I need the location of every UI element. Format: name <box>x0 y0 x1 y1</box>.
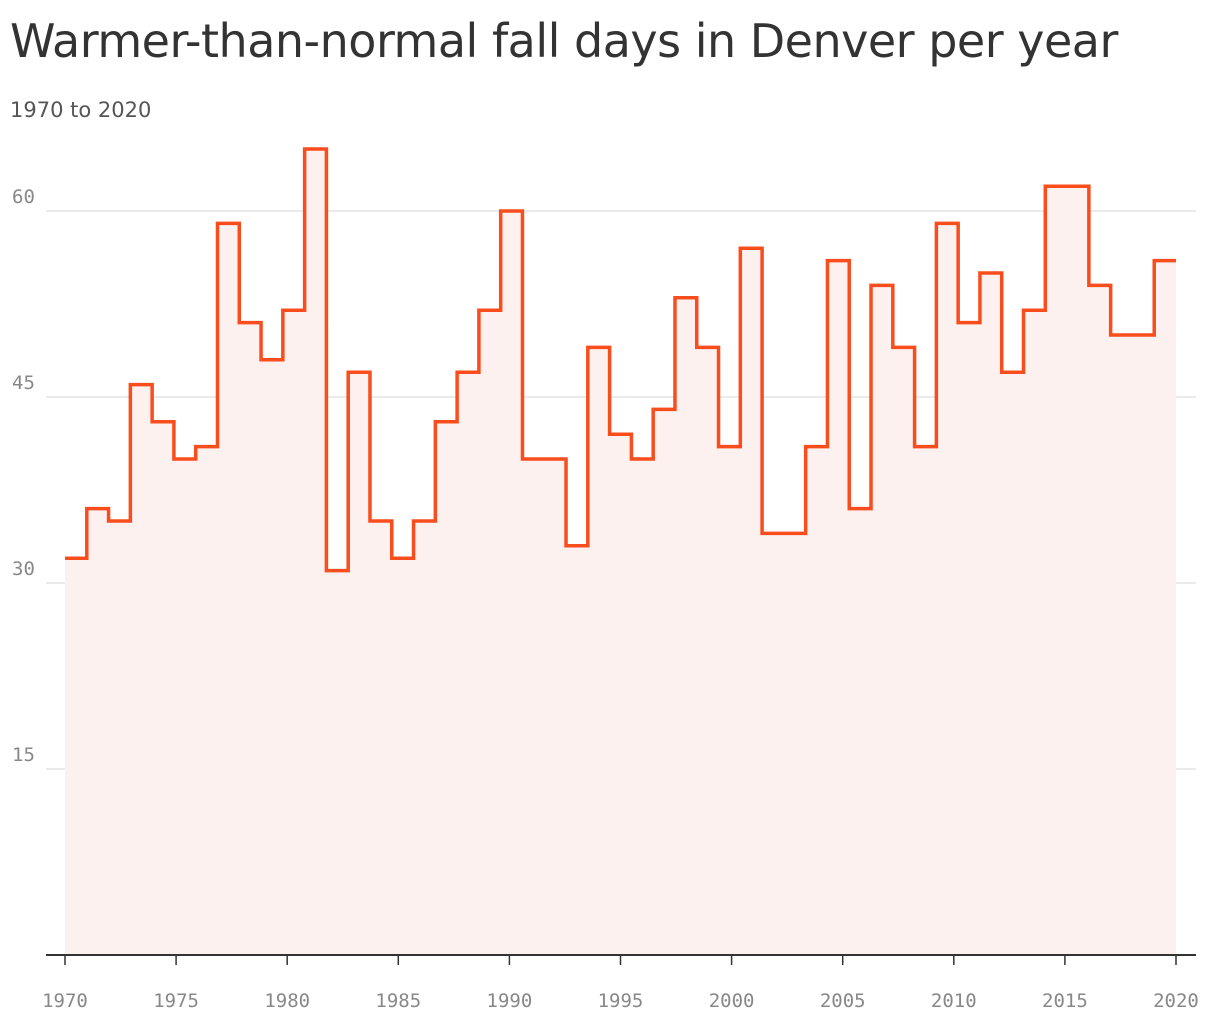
series-line-layer <box>65 147 1176 955</box>
data-point-1977 <box>217 223 239 955</box>
tick-labels: 15 30 45 60 1970 1975 1980 1985 1990 1995 2000 2005… <box>12 186 1199 1012</box>
data-point-1974 <box>152 422 174 955</box>
x-tick-label: 1970 <box>42 990 88 1012</box>
chart-title: Warmer-than-normal fall days in Denver p… <box>10 14 1118 68</box>
data-point-2011 <box>958 323 980 955</box>
x-tick-label: 2015 <box>1042 990 1088 1012</box>
data-point-1971 <box>87 509 109 955</box>
x-tick-label: 2010 <box>931 990 977 1012</box>
data-point-1983 <box>348 372 370 955</box>
area-fill <box>65 149 1176 955</box>
data-point-1991 <box>522 459 544 955</box>
data-point-1981 <box>305 149 327 955</box>
x-tick-label: 2005 <box>820 990 866 1012</box>
data-point-1973 <box>130 385 152 955</box>
data-point-2015 <box>1045 186 1067 955</box>
data-point-2004 <box>806 447 828 955</box>
data-point-2007 <box>871 285 893 955</box>
data-point-2003 <box>784 533 806 955</box>
data-point-1985 <box>392 558 414 955</box>
data-point-1972 <box>109 521 131 955</box>
data-point-2012 <box>980 273 1002 955</box>
data-point-1992 <box>544 459 566 955</box>
area-fill-layer <box>65 149 1176 955</box>
data-point-2016 <box>1067 186 1089 955</box>
data-point-2000 <box>719 447 741 955</box>
x-tick-label: 2020 <box>1153 990 1199 1012</box>
data-point-1994 <box>588 347 610 955</box>
data-point-2010 <box>936 223 958 955</box>
data-point-1997 <box>653 409 675 955</box>
data-point-1995 <box>610 434 632 955</box>
x-axis <box>46 954 1196 965</box>
x-tick-label: 1995 <box>598 990 644 1012</box>
data-point-2008 <box>893 347 915 955</box>
data-point-1978 <box>239 323 261 955</box>
data-point-1996 <box>631 459 653 955</box>
data-point-2001 <box>740 248 762 955</box>
data-point-2006 <box>849 509 871 955</box>
data-point-1975 <box>174 459 196 955</box>
data-point-1999 <box>697 347 719 955</box>
x-tick-label: 1985 <box>375 990 421 1012</box>
data-point-1990 <box>501 211 523 955</box>
data-point-1998 <box>675 298 697 955</box>
x-tick-label: 2000 <box>709 990 755 1012</box>
data-point-1984 <box>370 521 392 955</box>
data-point-2019 <box>1132 335 1154 955</box>
data-point-1986 <box>414 521 436 955</box>
x-tick-label: 1975 <box>153 990 199 1012</box>
x-tick-label: 1990 <box>487 990 533 1012</box>
data-point-1980 <box>283 310 305 955</box>
data-point-2005 <box>827 261 849 955</box>
data-point-1970 <box>65 558 87 955</box>
data-point-2002 <box>762 533 784 955</box>
x-tick-label: 1980 <box>264 990 310 1012</box>
data-point-2020 <box>1154 261 1176 955</box>
data-point-2009 <box>915 447 937 955</box>
data-point-2013 <box>1002 372 1024 955</box>
data-point-1982 <box>326 571 348 955</box>
data-point-1987 <box>435 422 457 955</box>
series-line <box>65 147 1176 573</box>
data-point-2017 <box>1089 285 1111 955</box>
y-tick-label: 30 <box>12 558 35 580</box>
data-point-2014 <box>1024 310 1046 955</box>
chart-subtitle: 1970 to 2020 <box>10 98 152 122</box>
data-point-1988 <box>457 372 479 955</box>
data-point-2018 <box>1111 335 1133 955</box>
data-point-1993 <box>566 546 588 955</box>
data-point-1979 <box>261 360 283 955</box>
y-tick-label: 60 <box>12 186 35 208</box>
y-tick-label: 45 <box>12 372 35 394</box>
data-point-1976 <box>196 447 218 955</box>
data-point-1989 <box>479 310 501 955</box>
y-tick-label: 15 <box>12 744 35 766</box>
